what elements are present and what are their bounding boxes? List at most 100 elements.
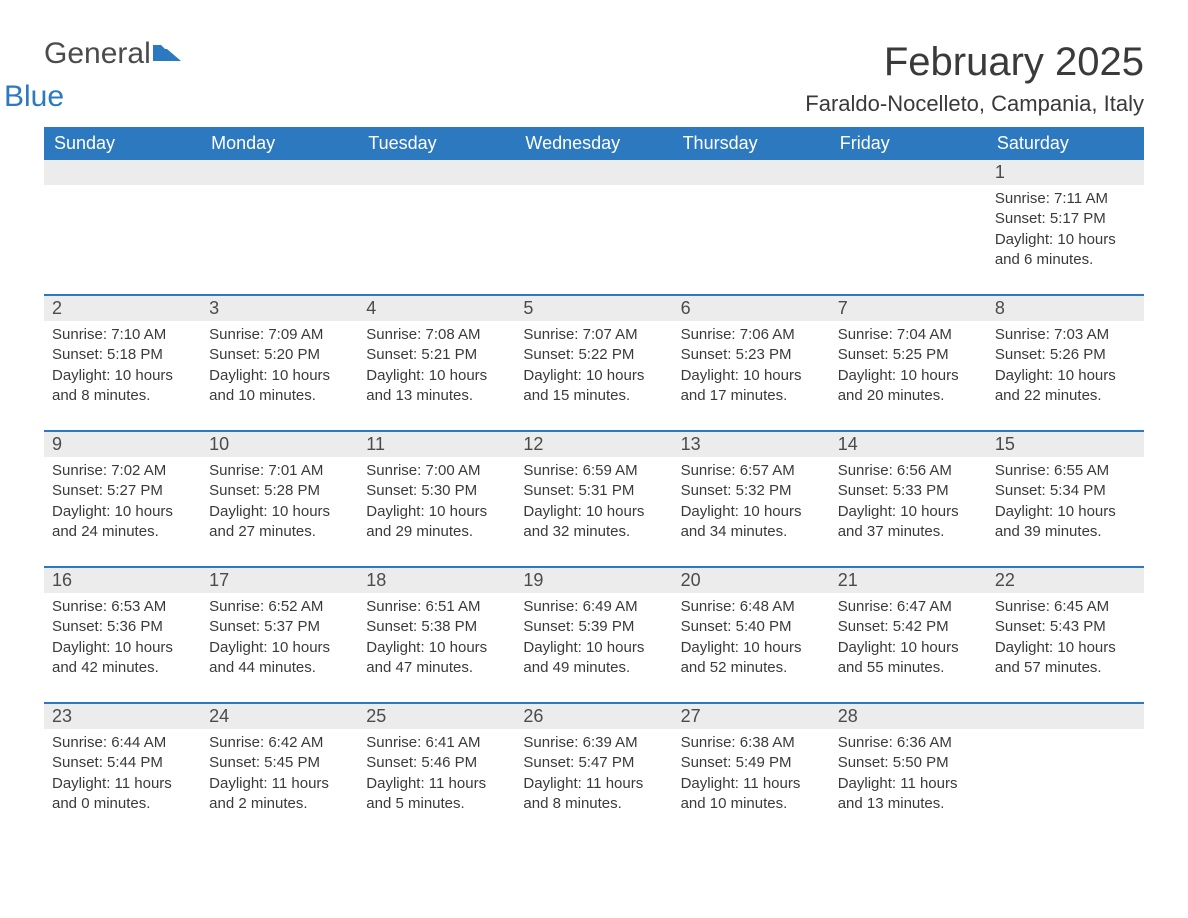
sunset-text: Sunset: 5:34 PM (995, 481, 1136, 501)
sunrise-text: Sunrise: 7:04 AM (838, 325, 979, 345)
day-number-cell: 8 (987, 295, 1144, 321)
sunrise-text: Sunrise: 6:48 AM (681, 597, 822, 617)
daylight-text: Daylight: 11 hours and 8 minutes. (523, 774, 664, 815)
sunset-text: Sunset: 5:37 PM (209, 617, 350, 637)
day-content-cell (358, 185, 515, 295)
sunset-text: Sunset: 5:46 PM (366, 753, 507, 773)
day-number-cell: 28 (830, 703, 987, 729)
daylight-text: Daylight: 11 hours and 13 minutes. (838, 774, 979, 815)
day-content-cell: Sunrise: 7:09 AMSunset: 5:20 PMDaylight:… (201, 321, 358, 431)
day-content-cell: Sunrise: 6:56 AMSunset: 5:33 PMDaylight:… (830, 457, 987, 567)
daylight-text: Daylight: 10 hours and 20 minutes. (838, 366, 979, 407)
sunset-text: Sunset: 5:32 PM (681, 481, 822, 501)
logo-text-blue: Blue (4, 83, 143, 112)
day-number-cell: 27 (673, 703, 830, 729)
day-number-cell: 13 (673, 431, 830, 457)
sunset-text: Sunset: 5:47 PM (523, 753, 664, 773)
sunset-text: Sunset: 5:42 PM (838, 617, 979, 637)
sunrise-text: Sunrise: 6:38 AM (681, 733, 822, 753)
sunset-text: Sunset: 5:50 PM (838, 753, 979, 773)
day-content-cell: Sunrise: 6:59 AMSunset: 5:31 PMDaylight:… (515, 457, 672, 567)
sunset-text: Sunset: 5:38 PM (366, 617, 507, 637)
header: General Blue February 2025 Faraldo-Nocel… (44, 40, 1144, 127)
daylight-text: Daylight: 11 hours and 2 minutes. (209, 774, 350, 815)
sunrise-text: Sunrise: 6:44 AM (52, 733, 193, 753)
sunrise-text: Sunrise: 7:08 AM (366, 325, 507, 345)
sunrise-text: Sunrise: 6:57 AM (681, 461, 822, 481)
day-content-row: Sunrise: 7:02 AMSunset: 5:27 PMDaylight:… (44, 457, 1144, 567)
sunset-text: Sunset: 5:23 PM (681, 345, 822, 365)
daynum-row: 2345678 (44, 295, 1144, 321)
day-number-cell: 15 (987, 431, 1144, 457)
daylight-text: Daylight: 11 hours and 5 minutes. (366, 774, 507, 815)
logo-text-general: General (44, 40, 151, 69)
day-number-cell: 18 (358, 567, 515, 593)
daylight-text: Daylight: 10 hours and 52 minutes. (681, 638, 822, 679)
day-number-cell: 6 (673, 295, 830, 321)
weekday-header: Saturday (987, 127, 1144, 160)
daylight-text: Daylight: 10 hours and 13 minutes. (366, 366, 507, 407)
sunrise-text: Sunrise: 6:55 AM (995, 461, 1136, 481)
day-content-cell: Sunrise: 6:47 AMSunset: 5:42 PMDaylight:… (830, 593, 987, 703)
sunset-text: Sunset: 5:18 PM (52, 345, 193, 365)
day-content-cell (830, 185, 987, 295)
day-number-cell (830, 160, 987, 185)
day-content-cell: Sunrise: 6:39 AMSunset: 5:47 PMDaylight:… (515, 729, 672, 839)
sunset-text: Sunset: 5:17 PM (995, 209, 1136, 229)
sunset-text: Sunset: 5:43 PM (995, 617, 1136, 637)
daylight-text: Daylight: 10 hours and 39 minutes. (995, 502, 1136, 543)
day-content-cell (673, 185, 830, 295)
day-number-cell: 17 (201, 567, 358, 593)
day-number-cell: 3 (201, 295, 358, 321)
sunrise-text: Sunrise: 7:03 AM (995, 325, 1136, 345)
sunrise-text: Sunrise: 6:47 AM (838, 597, 979, 617)
day-number-cell: 23 (44, 703, 201, 729)
day-content-cell: Sunrise: 7:11 AMSunset: 5:17 PMDaylight:… (987, 185, 1144, 295)
daylight-text: Daylight: 10 hours and 17 minutes. (681, 366, 822, 407)
daynum-row: 232425262728 (44, 703, 1144, 729)
day-number-cell: 7 (830, 295, 987, 321)
day-content-cell: Sunrise: 7:02 AMSunset: 5:27 PMDaylight:… (44, 457, 201, 567)
day-content-row: Sunrise: 7:11 AMSunset: 5:17 PMDaylight:… (44, 185, 1144, 295)
sunrise-text: Sunrise: 6:51 AM (366, 597, 507, 617)
day-number-cell: 9 (44, 431, 201, 457)
weekday-header: Wednesday (515, 127, 672, 160)
day-content-cell: Sunrise: 7:01 AMSunset: 5:28 PMDaylight:… (201, 457, 358, 567)
daylight-text: Daylight: 10 hours and 47 minutes. (366, 638, 507, 679)
day-number-cell (987, 703, 1144, 729)
day-content-cell: Sunrise: 6:42 AMSunset: 5:45 PMDaylight:… (201, 729, 358, 839)
day-number-cell: 1 (987, 160, 1144, 185)
logo-flag-icon (153, 43, 181, 66)
location-subtitle: Faraldo-Nocelleto, Campania, Italy (805, 91, 1144, 117)
daylight-text: Daylight: 11 hours and 0 minutes. (52, 774, 193, 815)
day-content-cell: Sunrise: 6:48 AMSunset: 5:40 PMDaylight:… (673, 593, 830, 703)
sunrise-text: Sunrise: 6:59 AM (523, 461, 664, 481)
daylight-text: Daylight: 10 hours and 55 minutes. (838, 638, 979, 679)
day-content-cell: Sunrise: 6:55 AMSunset: 5:34 PMDaylight:… (987, 457, 1144, 567)
day-content-cell: Sunrise: 6:38 AMSunset: 5:49 PMDaylight:… (673, 729, 830, 839)
sunset-text: Sunset: 5:21 PM (366, 345, 507, 365)
day-content-cell: Sunrise: 7:03 AMSunset: 5:26 PMDaylight:… (987, 321, 1144, 431)
title-block: February 2025 Faraldo-Nocelleto, Campani… (805, 40, 1144, 127)
day-number-cell (44, 160, 201, 185)
day-number-cell: 22 (987, 567, 1144, 593)
sunrise-text: Sunrise: 6:49 AM (523, 597, 664, 617)
day-content-cell: Sunrise: 7:08 AMSunset: 5:21 PMDaylight:… (358, 321, 515, 431)
sunset-text: Sunset: 5:31 PM (523, 481, 664, 501)
day-number-cell: 5 (515, 295, 672, 321)
daylight-text: Daylight: 10 hours and 49 minutes. (523, 638, 664, 679)
sunrise-text: Sunrise: 6:53 AM (52, 597, 193, 617)
sunrise-text: Sunrise: 6:52 AM (209, 597, 350, 617)
calendar-table: Sunday Monday Tuesday Wednesday Thursday… (44, 127, 1144, 839)
weekday-header: Friday (830, 127, 987, 160)
day-content-row: Sunrise: 6:53 AMSunset: 5:36 PMDaylight:… (44, 593, 1144, 703)
sunset-text: Sunset: 5:30 PM (366, 481, 507, 501)
sunrise-text: Sunrise: 7:09 AM (209, 325, 350, 345)
day-content-cell (987, 729, 1144, 839)
day-content-cell: Sunrise: 6:44 AMSunset: 5:44 PMDaylight:… (44, 729, 201, 839)
daylight-text: Daylight: 10 hours and 34 minutes. (681, 502, 822, 543)
sunrise-text: Sunrise: 6:41 AM (366, 733, 507, 753)
weekday-header-row: Sunday Monday Tuesday Wednesday Thursday… (44, 127, 1144, 160)
sunset-text: Sunset: 5:44 PM (52, 753, 193, 773)
sunrise-text: Sunrise: 7:07 AM (523, 325, 664, 345)
